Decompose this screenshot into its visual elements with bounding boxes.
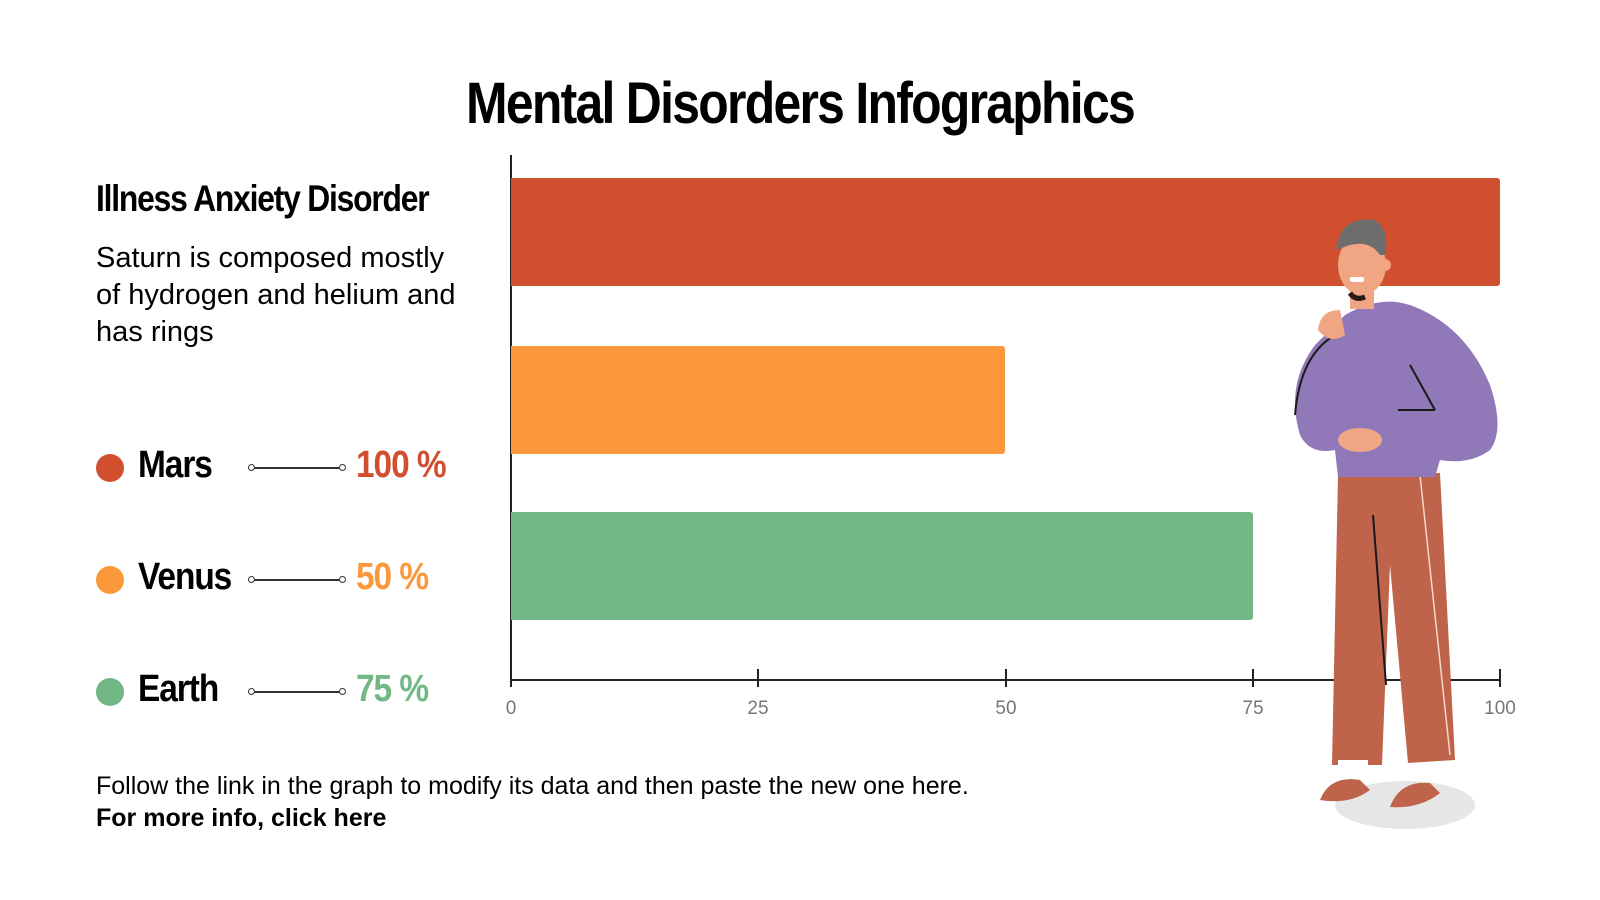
x-tick-label: 25 [747, 698, 769, 719]
connector-line-icon [248, 464, 346, 471]
earth-color-dot-icon [96, 678, 124, 706]
section-heading: Illness Anxiety Disorder [96, 178, 430, 219]
connector-line-icon [248, 688, 346, 695]
legend-label: Venus [138, 556, 232, 598]
legend-label: Earth [138, 668, 219, 710]
x-tick [1499, 669, 1501, 687]
legend-value: 100 % [356, 444, 447, 486]
legend-value: 75 % [356, 668, 429, 710]
x-tick [1252, 669, 1254, 687]
connector-line-icon [248, 576, 346, 583]
x-tick [510, 669, 512, 687]
more-info-link[interactable]: For more info, click here [96, 804, 387, 832]
x-tick [757, 669, 759, 687]
footer-note: Follow the link in the graph to modify i… [96, 772, 969, 800]
legend-value: 50 % [356, 556, 429, 598]
bar-venus[interactable] [511, 346, 1005, 454]
legend-label: Mars [138, 444, 213, 486]
mars-color-dot-icon [96, 454, 124, 482]
thinking-man-illustration [1294, 219, 1498, 829]
bar-earth[interactable] [511, 512, 1253, 620]
bar-mars[interactable] [511, 178, 1500, 286]
x-tick [1005, 669, 1007, 687]
x-tick-label: 75 [1242, 698, 1264, 719]
page-title: Mental Disorders Infographics [466, 71, 1136, 136]
x-tick-label: 100 [1484, 698, 1516, 719]
section-description: Saturn is composed mostly of hydrogen an… [96, 242, 456, 348]
venus-color-dot-icon [96, 566, 124, 594]
x-tick-label: 50 [995, 698, 1017, 719]
x-tick-label: 0 [505, 698, 517, 719]
